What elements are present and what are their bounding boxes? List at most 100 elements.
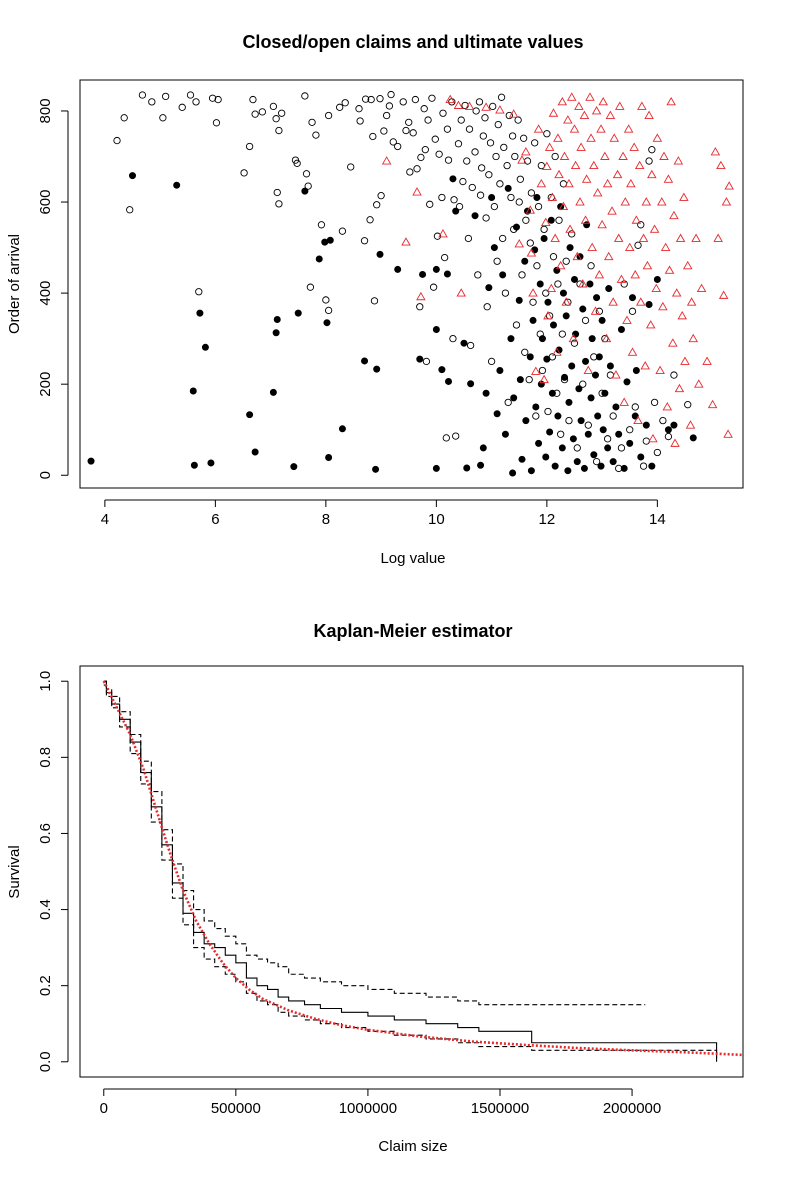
km-y-axis: 0.0 0.2 0.4 0.6 0.8 1.0 bbox=[37, 671, 69, 1072]
closed-claim-point bbox=[595, 353, 603, 361]
open-claim-point bbox=[466, 341, 475, 350]
km-y-tick-label: 1.0 bbox=[37, 671, 54, 692]
open-claim-point bbox=[562, 257, 570, 265]
open-claim-point bbox=[336, 103, 344, 111]
open-claim-point bbox=[557, 430, 565, 438]
ultimate-value-point bbox=[554, 169, 564, 179]
open-claim-point bbox=[553, 389, 561, 397]
open-claim-point bbox=[587, 262, 595, 270]
open-claim-point bbox=[278, 109, 286, 117]
open-claim-point bbox=[533, 262, 541, 270]
open-claim-point bbox=[420, 105, 428, 113]
open-claim-point bbox=[628, 307, 637, 315]
open-claim-point bbox=[459, 177, 467, 186]
open-claim-point bbox=[645, 157, 653, 165]
open-claim-point bbox=[472, 107, 480, 115]
open-claim-point bbox=[659, 416, 667, 425]
closed-claim-point bbox=[490, 244, 498, 252]
open-claim-point bbox=[442, 434, 450, 442]
open-claim-point bbox=[468, 183, 476, 192]
closed-claim-point bbox=[527, 467, 535, 475]
closed-claim-point bbox=[499, 271, 507, 279]
open-claim-point bbox=[476, 191, 485, 199]
closed-claim-point bbox=[196, 309, 204, 317]
closed-claim-point bbox=[664, 426, 672, 434]
closed-claim-point bbox=[612, 403, 620, 411]
open-claim-point bbox=[603, 435, 612, 443]
closed-claim-point bbox=[510, 394, 518, 402]
open-claim-point bbox=[579, 380, 587, 388]
open-claim-point bbox=[275, 126, 283, 135]
closed-claim-point bbox=[609, 458, 617, 466]
open-claim-point bbox=[338, 227, 347, 235]
scatter-x-tick-label: 12 bbox=[539, 511, 556, 528]
open-claim-point bbox=[537, 161, 545, 170]
scatter-y-tick-label: 0 bbox=[37, 471, 54, 479]
open-claim-point bbox=[590, 353, 598, 361]
ultimate-value-point bbox=[710, 147, 721, 156]
ultimate-value-point bbox=[669, 210, 679, 220]
open-claim-point bbox=[301, 92, 309, 100]
open-claim-point bbox=[245, 142, 254, 151]
open-claim-point bbox=[475, 98, 484, 106]
km-x-tick-label: 1000000 bbox=[339, 1100, 397, 1117]
open-claim-point bbox=[516, 175, 524, 183]
scatter-y-tick-label: 600 bbox=[37, 190, 54, 215]
open-claim-point bbox=[490, 202, 499, 211]
closed-claim-point bbox=[443, 270, 451, 278]
closed-claim-point bbox=[432, 464, 440, 472]
closed-claim-point bbox=[272, 329, 280, 337]
ultimate-value-point bbox=[572, 251, 583, 261]
open-claim-point bbox=[394, 142, 402, 151]
ultimate-value-point bbox=[609, 133, 620, 142]
closed-claim-point bbox=[432, 265, 440, 273]
closed-claim-point bbox=[590, 451, 598, 459]
open-claim-point bbox=[568, 230, 576, 238]
ultimate-value-point bbox=[670, 438, 680, 447]
open-claim-point bbox=[465, 125, 474, 133]
open-claim-point bbox=[356, 117, 364, 125]
open-claim-point bbox=[454, 140, 463, 148]
ultimate-value-point bbox=[707, 399, 718, 409]
closed-claim-point bbox=[559, 289, 567, 297]
ultimate-value-point bbox=[514, 239, 525, 248]
open-claim-point bbox=[549, 253, 558, 261]
closed-claim-point bbox=[128, 172, 136, 180]
closed-claim-point bbox=[522, 417, 530, 425]
ultimate-value-point bbox=[542, 161, 552, 170]
closed-claim-point bbox=[361, 357, 369, 365]
open-claim-point bbox=[195, 288, 203, 296]
ultimate-value-point bbox=[649, 224, 660, 233]
open-claim-point bbox=[489, 102, 497, 111]
closed-claim-point bbox=[532, 403, 540, 411]
ultimate-value-point bbox=[531, 366, 541, 375]
ultimate-value-point bbox=[540, 217, 551, 226]
open-claim-point bbox=[511, 152, 519, 161]
closed-claim-point bbox=[479, 444, 487, 452]
ultimate-value-point bbox=[659, 151, 669, 160]
ultimate-value-point bbox=[651, 283, 662, 293]
closed-claim-point bbox=[573, 458, 581, 466]
ultimate-value-point bbox=[600, 151, 610, 160]
open-claim-point bbox=[515, 198, 523, 206]
ultimate-value-point bbox=[438, 229, 448, 238]
closed-claim-point bbox=[628, 294, 636, 302]
open-claim-point bbox=[609, 412, 617, 420]
closed-claim-point bbox=[531, 246, 539, 254]
open-claim-point bbox=[529, 298, 537, 306]
ultimate-value-point bbox=[533, 124, 544, 133]
ultimate-value-point bbox=[624, 242, 635, 252]
ultimate-value-point bbox=[668, 338, 678, 347]
open-claim-point bbox=[653, 448, 662, 457]
open-claim-point bbox=[560, 375, 569, 384]
open-claim-point bbox=[385, 102, 394, 110]
open-claim-point bbox=[387, 90, 395, 99]
open-claim-point bbox=[126, 206, 134, 214]
open-claim-point bbox=[443, 125, 452, 133]
ultimate-value-point bbox=[640, 361, 650, 370]
ultimate-value-point bbox=[580, 215, 591, 224]
ultimate-value-point bbox=[696, 283, 707, 293]
ultimate-value-point bbox=[561, 297, 571, 306]
closed-claim-point bbox=[606, 362, 614, 370]
ultimate-value-point bbox=[565, 224, 575, 233]
